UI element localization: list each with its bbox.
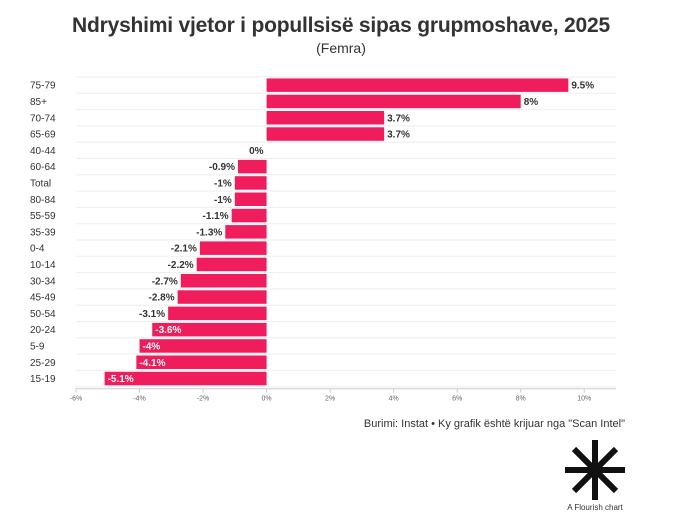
category-label: 50-54 (30, 309, 56, 320)
category-label: 25-29 (30, 358, 56, 369)
x-tick-label: 0% (262, 396, 272, 403)
value-label: -1.3% (196, 227, 222, 238)
flourish-label[interactable]: A Flourish chart (567, 503, 623, 512)
bar (266, 94, 521, 109)
value-label: 3.7% (387, 113, 410, 124)
category-label: 65-69 (30, 130, 56, 141)
category-label: 20-24 (30, 325, 56, 336)
category-label: 30-34 (30, 276, 56, 287)
category-label: Total (30, 178, 51, 189)
category-label: 45-49 (30, 293, 56, 304)
value-label: 8% (524, 97, 539, 108)
bar (196, 257, 267, 272)
chart-title: Ndryshimi vjetor i popullsisë sipas grup… (72, 14, 610, 37)
value-label: -5.1% (108, 374, 134, 385)
value-label: -1% (214, 195, 232, 206)
value-label: -3.1% (139, 309, 165, 320)
x-tick-label: -4% (133, 396, 145, 403)
value-label: -2.8% (149, 293, 175, 304)
category-label: 40-44 (30, 146, 56, 157)
category-label: 60-64 (30, 162, 56, 173)
bar (180, 274, 267, 288)
flourish-logo-icon[interactable] (562, 437, 628, 503)
category-label: 85+ (30, 97, 47, 108)
value-label: -4% (143, 341, 161, 352)
bar (177, 290, 267, 304)
bar (231, 208, 267, 223)
value-label: -1.1% (203, 211, 229, 222)
bar (168, 306, 267, 321)
x-tick-label: -6% (70, 396, 82, 403)
bar (266, 127, 385, 141)
x-tick-label: 4% (389, 396, 399, 403)
category-label: 75-79 (30, 81, 56, 92)
value-label: 9.5% (571, 81, 594, 92)
category-label: 55-59 (30, 211, 56, 222)
value-label: -1% (214, 178, 232, 189)
category-label: 0-4 (30, 244, 45, 255)
value-label: 0% (249, 146, 264, 157)
bar (238, 159, 267, 174)
category-label: 15-19 (30, 374, 56, 385)
value-label: -3.6% (155, 325, 181, 336)
bar (234, 176, 267, 190)
category-label: 10-14 (30, 260, 56, 271)
bar (266, 111, 385, 125)
value-label: -2.1% (171, 244, 197, 255)
x-tick-label: 8% (516, 396, 526, 403)
value-label: -2.7% (152, 276, 178, 287)
value-label: 3.7% (387, 130, 410, 141)
bar (139, 339, 267, 353)
x-tick-label: 2% (325, 396, 335, 403)
x-tick-label: -2% (197, 396, 209, 403)
category-label: 35-39 (30, 227, 56, 238)
bar (152, 322, 267, 337)
x-tick-label: 6% (452, 396, 462, 403)
x-tick-label: 10% (577, 396, 591, 403)
category-label: 70-74 (30, 113, 56, 124)
bar (136, 355, 267, 369)
bar (199, 241, 267, 255)
value-label: -2.2% (168, 260, 194, 271)
bar (266, 78, 569, 92)
chart-subtitle: (Femra) (316, 40, 366, 56)
bar-chart: -6% -4% -2% 0% 2% 4% 6% 8% 10% 75-79 9.5% 85+ 8% 70-7… (30, 76, 616, 403)
source-note: Burimi: Instat • Ky grafik është krijuar… (363, 418, 625, 430)
value-label: -4.1% (139, 358, 165, 369)
bar (104, 371, 267, 386)
category-label: 5-9 (30, 341, 45, 352)
bar (234, 192, 267, 206)
value-label: -0.9% (209, 162, 235, 173)
category-label: 80-84 (30, 195, 56, 206)
bar (225, 225, 267, 239)
